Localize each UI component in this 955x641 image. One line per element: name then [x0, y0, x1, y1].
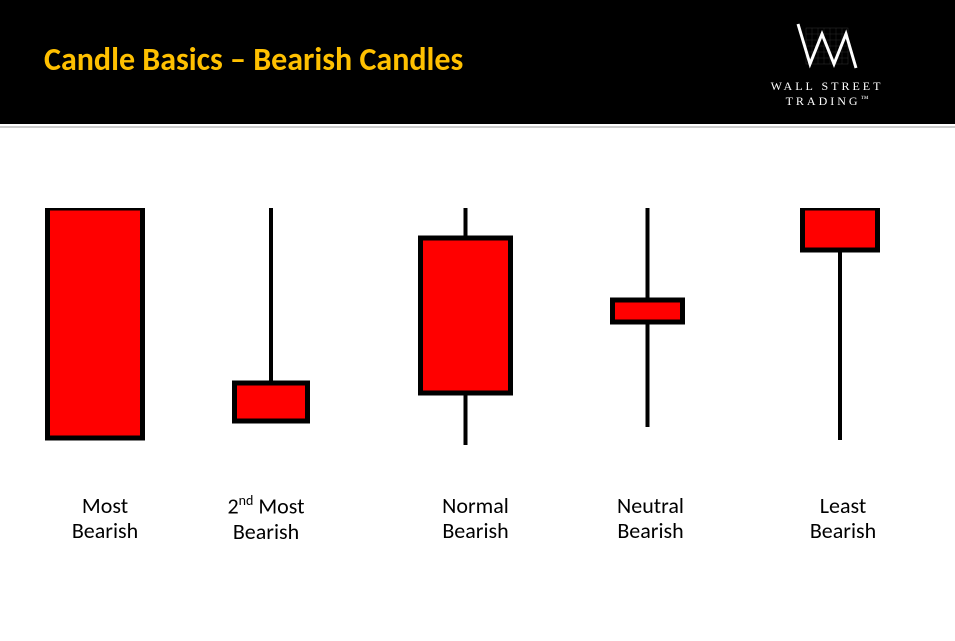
candle-second-most-bearish — [232, 208, 310, 468]
page-title: Candle Basics – Bearish Candles — [44, 40, 463, 79]
candle-label-least-bearish: LeastBearish — [793, 493, 893, 544]
candle-least-bearish — [800, 208, 880, 468]
candle-label-normal-bearish: NormalBearish — [418, 493, 533, 544]
candle-most-bearish — [45, 208, 145, 468]
candle-svg — [418, 208, 513, 468]
candle-label-second-most-bearish: 2nd MostBearish — [217, 493, 315, 544]
brand-text: WALL STREET TRADING™ — [727, 79, 927, 109]
candle-svg — [45, 208, 145, 468]
candle-normal-bearish — [418, 208, 513, 468]
candle-label-neutral-bearish: NeutralBearish — [603, 493, 698, 544]
candle-svg — [232, 208, 310, 468]
header-bar: Candle Basics – Bearish Candles WALL STR… — [0, 0, 955, 124]
candle-diagram: MostBearish 2nd MostBearish NormalBearish N… — [0, 128, 955, 641]
brand-logo: WALL STREET TRADING™ — [727, 14, 927, 109]
candle-label-most-bearish: MostBearish — [45, 493, 165, 544]
candle-svg — [800, 208, 880, 468]
logo-mark-icon — [792, 14, 862, 74]
candle-neutral-bearish — [610, 208, 685, 468]
candle-svg — [610, 208, 685, 468]
